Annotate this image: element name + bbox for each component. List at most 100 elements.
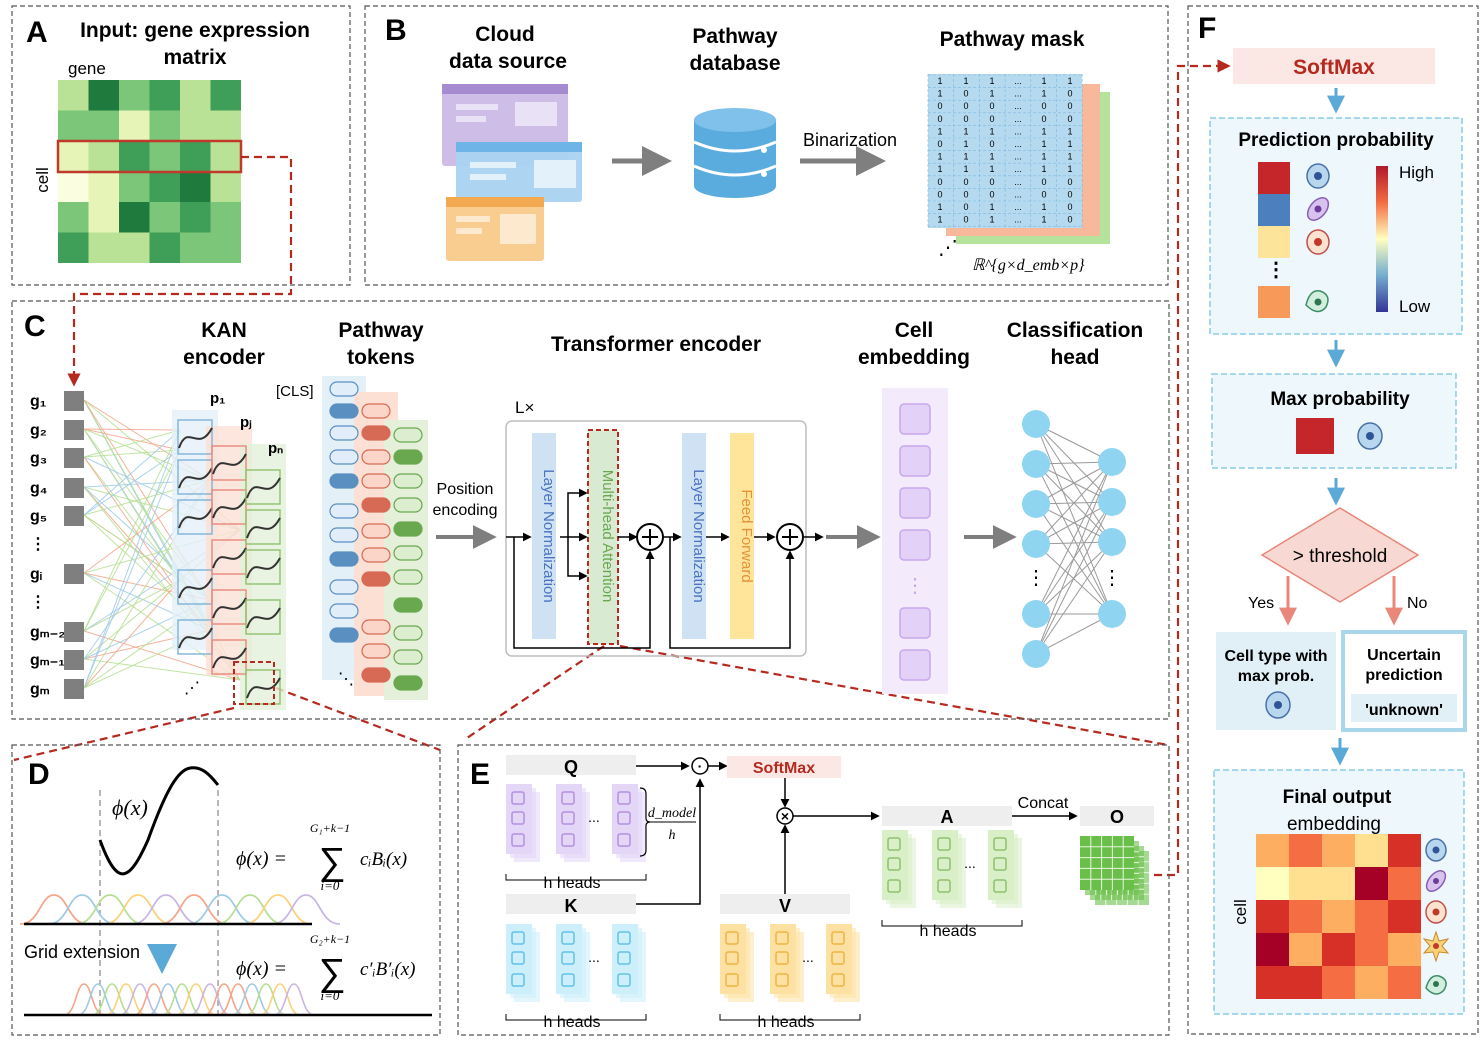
mask-value: 1 [989,202,994,212]
kan-title-1: KAN [201,319,247,342]
embedding-cell [1355,900,1388,933]
db-title-2: database [689,52,780,75]
eq2-sum-top: G₂+k−1 [310,932,350,946]
mask-value: 0 [937,114,942,124]
mask-value: ... [1014,177,1022,187]
selected-spline [233,661,275,705]
matrix-cell [149,141,180,172]
gene-axis-label: gene [68,59,106,78]
embedding-cell [1256,900,1289,933]
embedding-cell [1322,867,1355,900]
dmodel-numerator: d_model [648,806,696,821]
matrix-cell [88,171,119,202]
matrix-cell [58,141,89,172]
mask-value: ... [1014,101,1022,111]
class-title-2: head [1050,346,1099,369]
threshold-label: > threshold [1293,546,1388,567]
mask-value: 1 [989,215,994,225]
colorbar [1376,166,1388,312]
pathway-token [329,627,359,643]
spline-box [177,569,213,605]
svg-text:...: ... [588,949,600,965]
gene-label: g₅ [30,508,47,525]
pathway-token [329,579,359,595]
svg-text:⋮: ⋮ [905,575,925,597]
svg-text:⋮: ⋮ [1026,567,1046,589]
mask-value: 1 [1067,126,1072,136]
mask-value: 0 [1067,114,1072,124]
binarization-label: Binarization [803,130,897,150]
mask-value: 0 [989,177,994,187]
svg-text:⋱: ⋱ [338,671,354,688]
spline-box [177,419,213,455]
b-spline [159,894,229,925]
pathway-token [361,547,391,563]
cell-type-line-2: max prob. [1238,668,1314,685]
mask-value: 0 [989,189,994,199]
b-spline [231,983,273,1016]
b-spline [273,983,315,1016]
pathway-token [329,425,359,441]
a-label: A [941,807,954,827]
spline-curve [246,557,281,579]
transformer-block [505,420,807,657]
uncertain-line-2: prediction [1365,667,1442,684]
mask-value: 0 [963,101,968,111]
mask-dimension: ℝ^{g×d_emb×p} [972,257,1085,274]
cell-type-line-1: Cell type with [1224,648,1327,665]
b-spline [47,894,117,925]
v-label: V [779,896,791,916]
mask-value: ... [1014,126,1022,136]
pathway-token [393,545,423,561]
svg-text:⋰: ⋰ [184,680,200,697]
mask-value: 1 [989,89,994,99]
svg-text:⋮: ⋮ [1266,259,1286,281]
b-spline [75,894,145,925]
mask-value: 0 [963,202,968,212]
b-spline [119,983,161,1016]
mask-value: 1 [1041,89,1046,99]
output-o-block [1080,836,1149,905]
embedding-cell [1256,933,1289,966]
matrix-cell [119,171,150,202]
spline-box [211,639,247,675]
panel-d: D ϕ(x) ϕ(x) = G₁+k−1 ∑ i=0 cᵢBᵢ(x) Grid … [11,744,441,1036]
eq2-term: c′ᵢB′ᵢ(x) [360,959,415,980]
embedding-cell [1256,867,1289,900]
nn-node [1022,530,1050,558]
matrix-cell [180,171,211,202]
dmodel-denominator: h [669,828,676,843]
embedding-cell [1256,834,1289,867]
embedding-cell [1355,867,1388,900]
mask-value: 0 [963,189,968,199]
pathway-token [329,449,359,465]
matrix-cell [149,171,180,202]
pathway-token [329,551,359,567]
a-heads-label: h heads [920,923,977,940]
gene-label: ⋮ [30,594,46,611]
b-spline [259,983,301,1016]
svg-text:...: ... [964,855,976,871]
prediction-probability-box [1209,117,1463,335]
pathway-token [393,597,423,613]
nn-node [1022,640,1050,668]
spline-curve [212,597,247,619]
spline-box [245,469,281,505]
matrix-cell [210,110,241,141]
concat-label: Concat [1018,795,1069,812]
v-heads-label: h heads [758,1014,815,1031]
pathway-token [393,427,423,443]
embedding-unit [899,607,931,639]
prediction-probability-title: Prediction probability [1238,130,1434,151]
spline-box [211,445,247,481]
b-splines-coarse [19,894,341,925]
cls-token-label: [CLS] [276,383,314,400]
mask-value: 1 [1067,139,1072,149]
layers-label: L× [515,398,534,417]
eq1-sum-top: G₁+k−1 [310,821,350,835]
transformer-title: Transformer encoder [551,333,761,356]
cloud-data-icon [442,84,582,261]
b-splines-fine [63,983,315,1016]
kan-spline-functions [177,419,281,705]
